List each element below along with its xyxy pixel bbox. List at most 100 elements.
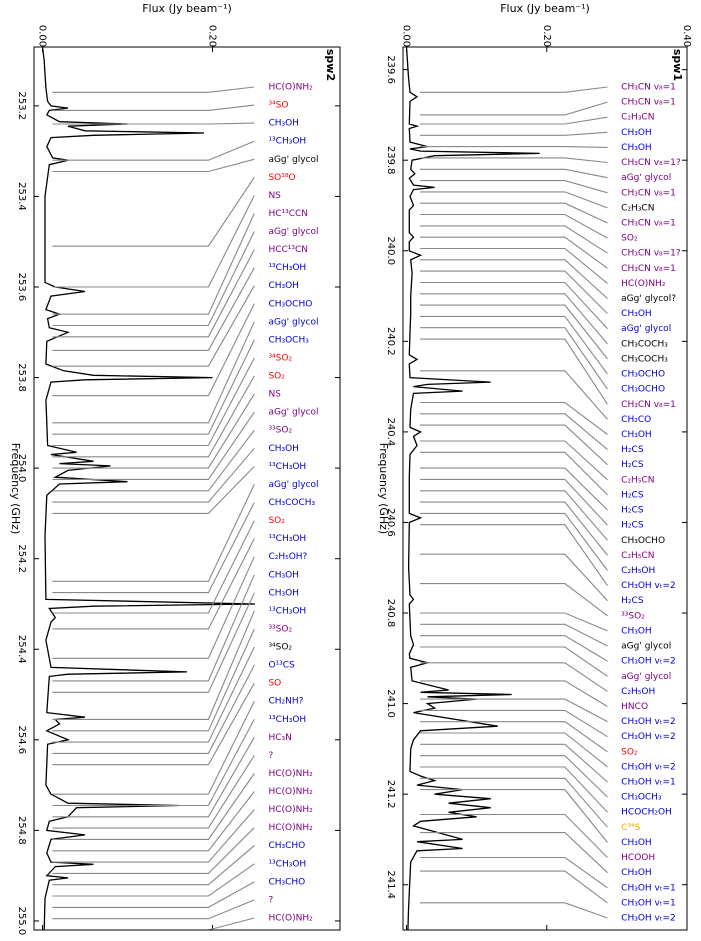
line-id-label: CH₃CN v₈=1 <box>621 264 676 274</box>
line-id-leader <box>420 293 608 345</box>
line-id-leader <box>420 490 608 541</box>
line-id-leader <box>420 856 608 889</box>
line-id-label: O¹³CS <box>268 661 295 671</box>
x-tick-label: 0.20 <box>541 25 552 47</box>
y-tick-label: 254.4 <box>16 635 27 664</box>
line-id-leader <box>52 863 255 897</box>
line-id-leader <box>52 176 255 247</box>
line-id-leader <box>420 116 608 125</box>
y-tick-label: 254.0 <box>16 454 27 483</box>
x-axis-label: Flux (Jy beam⁻¹) <box>500 2 590 15</box>
line-id-label: C₂H₃CN <box>621 113 654 123</box>
line-id-label: CH₃COCH₃ <box>621 339 668 349</box>
line-id-leader <box>420 583 608 617</box>
line-id-leader <box>52 899 255 920</box>
line-id-leader <box>52 827 255 874</box>
line-id-leader <box>52 538 255 630</box>
line-id-label: CH₃OH <box>621 430 652 440</box>
y-tick-label: 240.8 <box>385 599 396 628</box>
line-id-label: CH₃OH vₜ=2 <box>621 762 676 772</box>
line-id-leader <box>52 520 255 614</box>
line-id-leader <box>420 635 608 662</box>
line-id-leader <box>52 285 255 367</box>
line-id-leader <box>420 424 608 466</box>
line-id-leader <box>420 225 608 254</box>
line-id-leader <box>420 180 608 194</box>
line-id-leader <box>420 315 608 375</box>
line-id-leader <box>52 773 255 840</box>
line-id-leader <box>420 401 608 435</box>
line-id-label: CH₃OH vₜ=1 <box>621 898 676 908</box>
line-id-leader <box>52 195 255 288</box>
line-id-leader <box>52 140 255 161</box>
line-id-leader <box>52 628 255 732</box>
y-tick-label: 241.2 <box>385 780 396 809</box>
y-tick-label: 253.8 <box>16 363 27 392</box>
line-id-label: HC(O)NH₂ <box>268 83 313 93</box>
line-id-label: aGg' glycol <box>268 317 318 327</box>
line-id-label: ³⁴SO <box>268 101 288 111</box>
line-id-label: CH₃CN v₈=1? <box>621 249 681 259</box>
line-id-label: ¹³CH₃OH <box>268 534 306 544</box>
line-id-leader <box>420 451 608 496</box>
line-id-leader <box>420 698 608 723</box>
line-id-label: CH₃OH vₜ=1 <box>621 778 676 788</box>
line-id-leader <box>420 157 608 164</box>
line-id-label: H₂CS <box>621 490 644 500</box>
line-id-label: CH₃OH vₜ=2 <box>621 581 676 591</box>
line-id-label: CH₃COCH₃ <box>621 354 668 364</box>
line-id-label: NS <box>268 191 281 201</box>
line-id-label: CH₃COCH₃ <box>268 498 315 508</box>
line-id-label: aGg' glycol <box>268 480 318 490</box>
y-tick-label: 253.6 <box>16 273 27 302</box>
line-id-label: H₂CS <box>621 521 644 531</box>
line-id-label: SO₂ <box>268 372 285 382</box>
line-id-leader <box>52 755 255 829</box>
x-tick-label: 0.00 <box>37 25 48 47</box>
line-id-leader <box>420 327 608 390</box>
y-tick-label: 240.4 <box>385 418 396 447</box>
x-axis-label: Flux (Jy beam⁻¹) <box>142 2 232 15</box>
line-id-label: CH₃CN v₈=1 <box>621 83 676 93</box>
line-id-label: ³³SO₂ <box>268 624 292 634</box>
line-id-leader <box>420 680 608 707</box>
line-id-label: HC¹³CCN <box>268 209 308 219</box>
line-id-leader <box>420 870 608 904</box>
line-id-label: CH₂NH? <box>268 697 303 707</box>
line-id-leader <box>420 370 608 420</box>
line-id-leader <box>52 357 255 447</box>
line-id-label: CH₃OCHO <box>268 299 312 309</box>
y-axis-label: Frequency (GHz) <box>9 443 22 534</box>
line-id-leader <box>420 213 608 239</box>
panel-label: spw1 <box>671 49 684 81</box>
line-id-leader <box>52 881 255 908</box>
line-id-leader <box>420 755 608 798</box>
line-id-label: ³⁴SO₂ <box>268 643 292 653</box>
line-id-leader <box>420 131 608 136</box>
line-id-label: aGg' glycol <box>268 227 318 237</box>
line-id-label: HC(O)NH₂ <box>268 914 313 924</box>
line-id-label: HC(O)NH₂ <box>268 823 313 833</box>
line-id-label: CH₃OCHO <box>621 536 665 546</box>
line-id-leader <box>52 917 255 931</box>
line-id-leader <box>52 429 255 492</box>
line-id-label: CH₃CN v₈=1 <box>621 188 676 198</box>
line-id-leader <box>420 259 608 299</box>
line-id-leader <box>420 338 608 405</box>
line-id-label: CH₃OH vₜ=2 <box>621 914 676 924</box>
line-id-label: HCOOH <box>621 853 655 863</box>
line-id-label: CH₃CHO <box>268 877 305 887</box>
line-id-leader <box>420 501 608 556</box>
line-id-label: HC(O)NH₂ <box>268 769 313 779</box>
y-axis-label: Frequency (GHz) <box>377 443 390 534</box>
line-id-label: C₂H₅OH <box>621 566 655 576</box>
line-id-label: C₂H₅CN <box>621 475 654 485</box>
line-id-label: CH₃CN v₈=1 <box>621 218 676 228</box>
line-id-leader <box>52 845 255 886</box>
line-id-label: HC(O)NH₂ <box>268 805 313 815</box>
line-id-leader <box>420 612 608 632</box>
line-id-label: C₂H₃CN <box>621 203 654 213</box>
line-id-label: CH₃OH vₜ=2 <box>621 717 676 727</box>
line-id-leader <box>52 719 255 807</box>
